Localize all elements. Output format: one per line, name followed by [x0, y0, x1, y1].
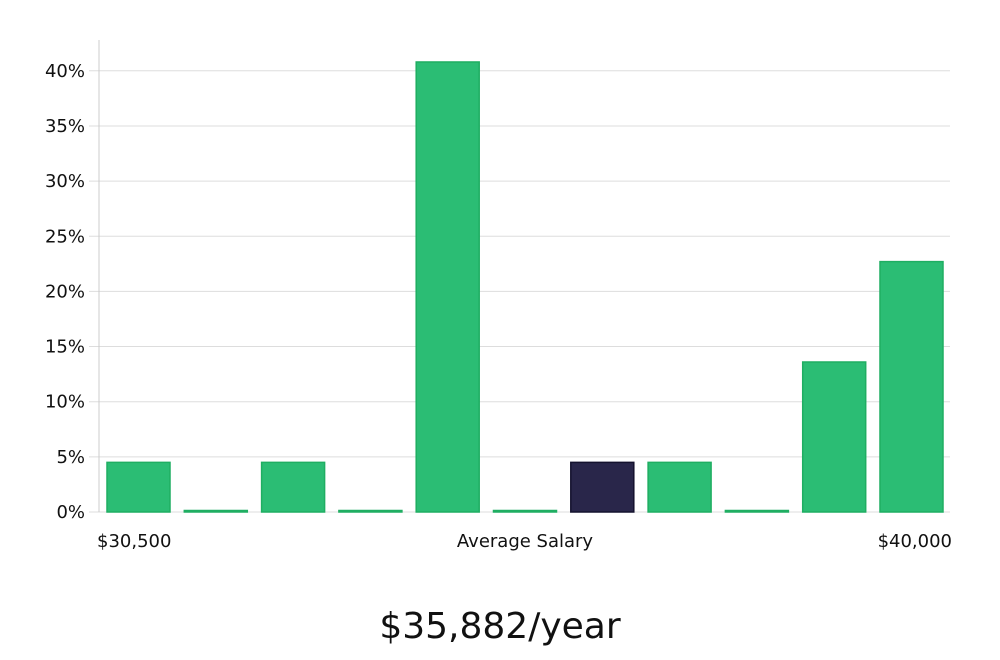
y-tick-label: 0%	[56, 502, 85, 523]
y-axis-ticks: 0% 5% 10% 15% 20% 25% 30% 35% 40%	[45, 61, 85, 523]
y-tick-label: 25%	[45, 226, 85, 247]
y-tick-label: 35%	[45, 116, 85, 137]
y-tick-label: 5%	[56, 447, 85, 468]
y-tick-label: 30%	[45, 171, 85, 192]
y-tick-label: 15%	[45, 337, 85, 358]
bars	[106, 61, 944, 513]
bar	[879, 260, 944, 513]
bar-highlighted	[570, 461, 635, 513]
x-label-average-salary: Average Salary	[457, 531, 594, 552]
x-label-min: $30,500	[97, 531, 171, 552]
bar	[260, 461, 326, 513]
bar	[338, 509, 403, 513]
bar	[801, 361, 867, 513]
bar	[106, 461, 171, 513]
bar	[183, 509, 249, 513]
y-tick-label: 40%	[45, 61, 85, 82]
bar	[647, 461, 712, 513]
y-tick-label: 20%	[45, 281, 85, 302]
grid-lines	[89, 70, 950, 513]
bar	[492, 509, 558, 513]
average-salary-value: $35,882/year	[379, 606, 621, 647]
bar	[415, 61, 480, 513]
x-label-max: $40,000	[878, 531, 952, 552]
y-tick-label: 10%	[45, 392, 85, 413]
salary-distribution-chart: 0% 5% 10% 15% 20% 25% 30% 35% 40% $30,500 Averag…	[45, 40, 952, 552]
bar	[724, 509, 790, 513]
